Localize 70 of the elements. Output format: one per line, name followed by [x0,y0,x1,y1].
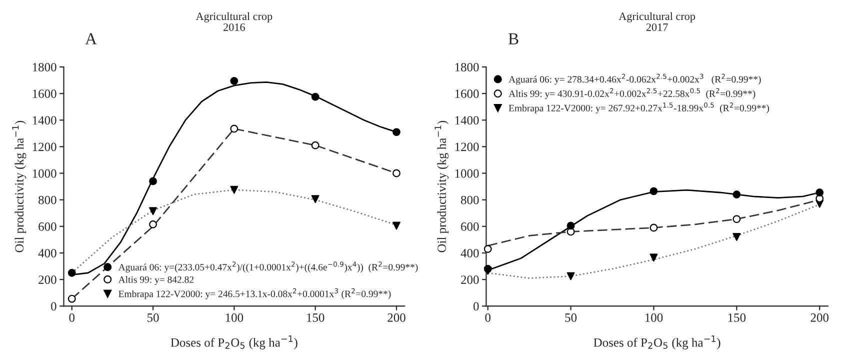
y-tick-label: 1000 [455,169,479,178]
x-axis-title: Doses of P$_{2}$O$_{5}$ (kg ha$^{−1}$) [594,335,720,350]
y-axis-title: Oil productivity (kg ha$^{−1}$) [12,120,26,252]
point [230,76,238,85]
point [566,222,575,230]
point [650,224,658,232]
y-tick-label: 0 [473,302,479,311]
legend-label: Embrapa 122-V2000: y= 267.92+0.27x$^{1.5}$-18.99x$^{0.5}$ (R$^{2}$=0.99**) [508,102,770,114]
x-tick-label: 150 [307,313,324,322]
x-tick-label: 150 [728,313,746,322]
point [732,233,741,241]
y-tick-label: 1400 [32,116,56,125]
text: Altis 99: y= 430.91-0.02x$^{2}$+0.002x$^{2.5}$+22.58x$^{0.5}$ (R$^{2}$=0.99**) [508,88,756,100]
y-axis-title: Oil productivity (kg ha$^{−1}$) [434,120,449,252]
y-tick-label: 1600 [32,90,56,98]
point [230,186,238,194]
point [816,188,824,196]
y-tick-label: 0 [51,302,56,311]
chart-subtitle: 2016 [224,23,245,31]
y-tick-label: 1600 [455,90,479,98]
point [732,190,741,198]
point [311,195,320,204]
point [149,177,157,186]
x-tick-label: 200 [810,313,829,322]
point [230,124,238,133]
point [68,294,76,303]
point [68,268,76,277]
x-tick-label: 100 [226,313,244,322]
text: B [508,33,518,44]
point [566,272,575,280]
point [149,220,157,228]
chart-subtitle: 2017 [646,23,668,31]
y-tick-label: 800 [460,196,479,204]
point [311,92,320,101]
point [149,207,157,216]
x-tick-label: 50 [565,313,577,322]
chart-title: Agricultural crop [196,12,272,22]
y-tick-label: 200 [461,276,479,284]
y-tick-label: 1200 [32,142,56,152]
y-tick-label: 600 [38,222,56,231]
text: Aguará 06: y=(233.05+0.47x$^{2}$)/((1+0.0001x$^{2}$)+((4.6e$^{−0.9}$)x$^{4}$)) (R$^{2}$=0.99**) [118,262,418,272]
point [650,187,658,196]
y-tick-label: 1800 [32,62,56,72]
point [392,222,400,230]
x-tick-label: 100 [645,313,663,322]
legend-label: Altis 99: y= 842.82 [118,276,194,285]
legend-label: Embrapa 122-V2000: y= 246.5+13.1x-0.08x$^{2}$+0.0001x$^{3}$ (R$^{2}$=0.99**) [118,288,391,300]
y-tick-label: 400 [460,248,479,258]
y-tick-label: 800 [38,196,56,204]
point [392,169,400,178]
chart-title: Agricultural crop [618,12,696,22]
y-tick-label: 400 [38,248,56,258]
point [392,128,400,136]
y-tick-label: 600 [461,222,479,231]
point [311,141,320,150]
point [484,245,492,253]
x-tick-label: 0 [69,313,75,322]
text: A [85,33,97,44]
x-tick-label: 50 [147,313,159,322]
point [650,254,658,262]
y-tick-label: 1000 [32,169,56,178]
y-tick-label: 1200 [455,142,479,152]
y-tick-label: 200 [38,276,56,284]
text: Aguará 06: y= 278.34+0.46x$^{2}$-0.062x$^{2.5}$+0.002x$^{3}$ (R$^{2}$=0.99**) [508,74,761,85]
x-tick-label: 200 [388,313,406,322]
x-axis-title: Doses of P$_{2}$O$_{5}$ (kg ha$^{−1}$) [170,335,298,350]
x-tick-label: 0 [485,313,491,322]
y-tick-label: 1800 [455,62,479,72]
y-tick-label: 1400 [455,116,479,125]
point [732,215,741,224]
